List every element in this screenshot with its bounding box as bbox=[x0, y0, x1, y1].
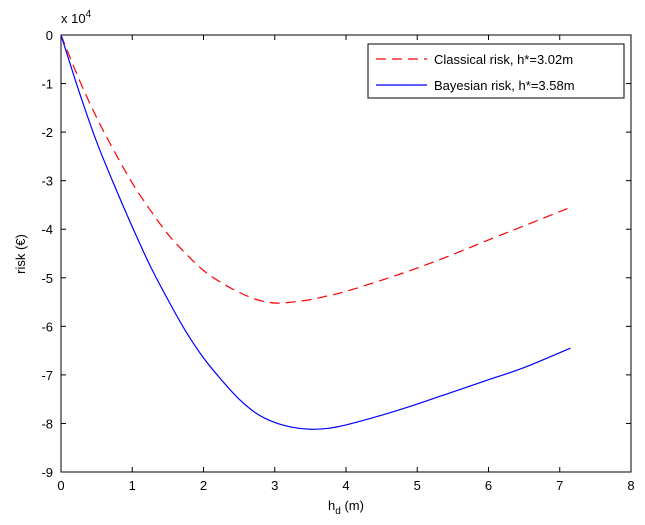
axis-ticks bbox=[60, 34, 632, 473]
x-tick-label: 6 bbox=[485, 478, 492, 493]
series-line-bayesian bbox=[60, 34, 571, 430]
x-axis-label-subscript: d bbox=[335, 506, 341, 517]
y-axis-label: risk (€) bbox=[13, 234, 28, 274]
y-tick-label: -5 bbox=[41, 271, 53, 286]
y-tick-label: -9 bbox=[41, 465, 53, 480]
y-tick-label: -8 bbox=[41, 416, 53, 431]
series-layer bbox=[60, 34, 571, 430]
y-tick-label: -1 bbox=[41, 77, 53, 92]
legend-text-bayesian: Bayesian risk, h*=3.58m bbox=[434, 78, 575, 93]
y-tick-label: -4 bbox=[41, 222, 53, 237]
x-axis-label-main: h bbox=[328, 498, 335, 513]
plot-area bbox=[60, 34, 632, 473]
x-tick-label: 5 bbox=[414, 478, 421, 493]
y-tick-label: 0 bbox=[46, 28, 53, 43]
tick-labels: 0 1 2 3 4 5 6 7 8 0 -1 -2 -3 -4 -5 -6 -7 -8 -9 bbox=[41, 28, 634, 493]
y-tick-label: -7 bbox=[41, 368, 53, 383]
y-multiplier-exponent: 4 bbox=[86, 9, 92, 20]
y-multiplier-base: x 10 bbox=[61, 11, 86, 26]
x-tick-label: 1 bbox=[129, 478, 136, 493]
y-multiplier: x 104 bbox=[61, 9, 92, 26]
x-tick-label: 4 bbox=[342, 478, 349, 493]
x-tick-label: 3 bbox=[271, 478, 278, 493]
x-axis-label: hd (m) bbox=[328, 498, 364, 517]
x-tick-label: 7 bbox=[556, 478, 563, 493]
legend-text-classical: Classical risk, h*=3.02m bbox=[434, 52, 573, 67]
x-tick-label: 8 bbox=[627, 478, 634, 493]
y-tick-label: -2 bbox=[41, 125, 53, 140]
legend: Classical risk, h*=3.02m Bayesian risk, … bbox=[367, 43, 625, 99]
x-tick-label: 2 bbox=[200, 478, 207, 493]
x-tick-label: 0 bbox=[57, 478, 64, 493]
series-line-classical bbox=[60, 34, 571, 304]
y-tick-label: -3 bbox=[41, 174, 53, 189]
y-tick-label: -6 bbox=[41, 319, 53, 334]
legend-box bbox=[367, 43, 625, 99]
x-axis-label-unit: (m) bbox=[341, 498, 364, 513]
